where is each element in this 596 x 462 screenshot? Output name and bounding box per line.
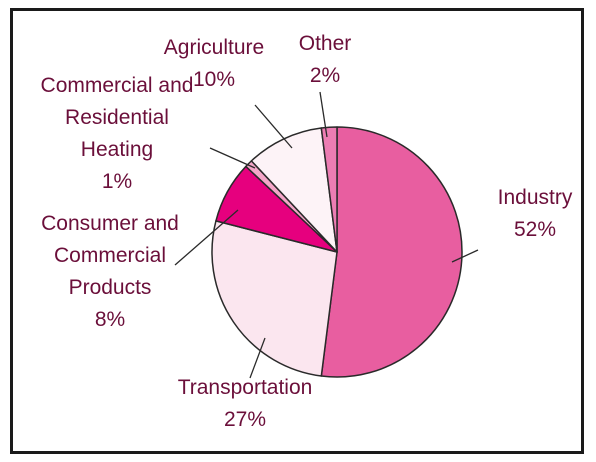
leader-line-industry [451,249,479,263]
slice-name-line: Transportation [178,376,313,399]
slice-label-transportation: Transportation 27% [178,376,313,431]
slice-name-line: Commercial [54,244,166,267]
slice-name-line: Commercial and [41,74,194,97]
slice-labels: Industry 52% Transportation 27% Consumer and… [41,32,573,431]
slice-percent: 10% [193,68,235,91]
leader-lines [174,91,479,379]
pie-slice-industry [320,126,463,378]
slice-label-commercial-and: Commercial and Residential Heating 1% [41,74,194,193]
slice-label-consumer-and: Consumer and Commercial Products 8% [41,212,179,331]
slice-label-other: Other 2% [299,32,352,87]
slice-name-line: Residential [65,106,169,129]
slice-percent: 27% [224,408,266,431]
slice-percent: 2% [310,64,340,87]
leader-line-agriculture [254,104,293,149]
slice-percent: 52% [514,218,556,241]
pie-slice-other [320,126,338,253]
slice-name-line: Heating [81,138,153,161]
leader-line-commercial-and [209,147,256,169]
slice-name-line: Products [69,276,152,299]
slice-label-industry: Industry 52% [498,186,573,241]
slice-label-agriculture: Agriculture 10% [164,36,264,91]
slice-percent: 1% [102,170,132,193]
leader-line-transportation [249,337,266,379]
pie-slice-transportation [211,220,338,377]
slice-name-line: Other [299,32,352,55]
leader-line-other [319,91,328,138]
pie-slices [211,126,463,378]
slice-name-line: Consumer and [41,212,179,235]
leader-line-consumer-and [174,209,239,266]
slice-name-line: Industry [498,186,573,209]
slice-name-line: Agriculture [164,36,264,59]
slice-percent: 8% [95,308,125,331]
